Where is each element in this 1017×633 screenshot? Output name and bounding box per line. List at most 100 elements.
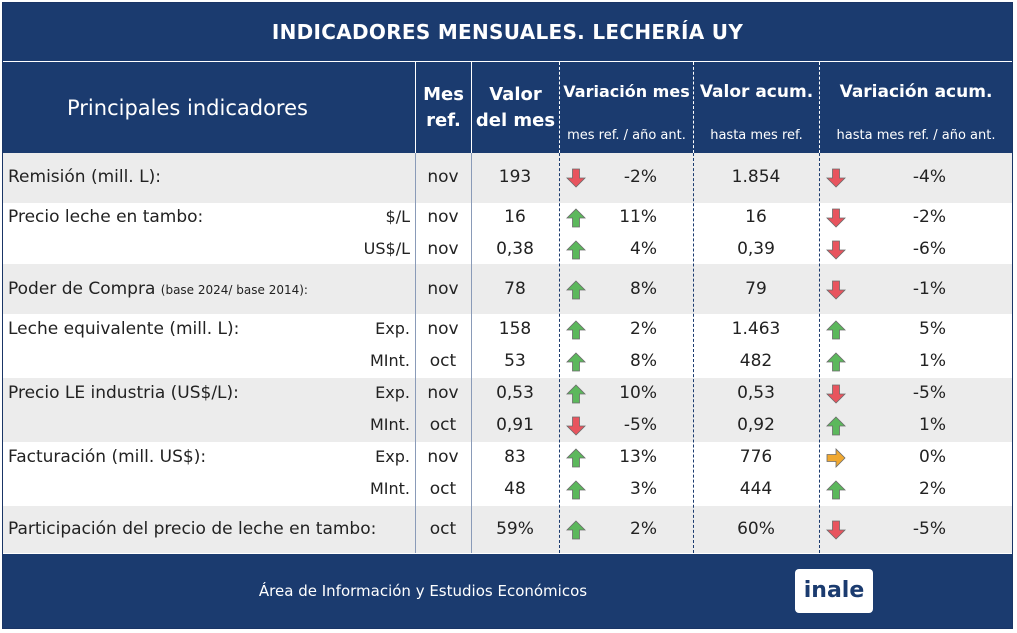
variacion-acum-cell: 1% <box>919 351 946 371</box>
variacion-mes-cell: 13% <box>619 447 657 467</box>
arrow-up-icon <box>826 352 846 372</box>
variacion-mes-cell: 2% <box>630 519 657 539</box>
row-label-text: Leche equivalente (mill. L): <box>8 319 240 339</box>
mes-ref-cell: oct <box>429 351 457 371</box>
row-sublabel: MInt. <box>369 351 410 370</box>
row-band <box>3 264 1012 314</box>
row-band <box>3 506 1012 553</box>
valor-mes-cell: 193 <box>498 167 532 187</box>
column-divider <box>559 153 560 553</box>
mes-ref-cell: oct <box>429 479 457 499</box>
column-divider <box>471 153 472 553</box>
valor-mes-cell: 78 <box>504 279 526 299</box>
arrow-right-icon <box>826 448 846 468</box>
header-variacion-acum: Variación acum. hasta mes ref. / año ant… <box>819 62 1012 153</box>
arrow-up-icon <box>826 480 846 500</box>
variacion-acum-cell: -4% <box>912 167 946 187</box>
row-label-text: Poder de Compra <box>8 279 161 299</box>
arrow-down-icon <box>826 168 846 188</box>
variacion-acum-cell: -2% <box>912 207 946 227</box>
mes-ref-cell: nov <box>427 279 459 299</box>
table-header: Principales indicadores Mes ref. Valor d… <box>3 62 1012 153</box>
valor-acum-cell: 60% <box>737 519 775 539</box>
valor-acum-cell: 0,53 <box>737 383 775 403</box>
variacion-mes-cell: 2% <box>630 319 657 339</box>
arrow-up-icon <box>566 384 586 404</box>
mes-ref-cell: oct <box>429 415 457 435</box>
mes-ref-cell: nov <box>427 447 459 467</box>
header-mes-ref: Mes ref. <box>415 62 471 153</box>
row-label-text: Remisión (mill. L): <box>8 167 161 187</box>
variacion-mes-cell: 8% <box>630 279 657 299</box>
valor-mes-cell: 158 <box>498 319 532 339</box>
arrow-down-icon <box>566 416 586 436</box>
arrow-up-icon <box>566 448 586 468</box>
row-label: Facturación (mill. US$): <box>8 447 206 467</box>
arrow-up-icon <box>566 480 586 500</box>
variacion-mes-cell: 4% <box>630 239 657 259</box>
header-variacion-acum-title: Variación acum. <box>839 82 993 102</box>
column-divider <box>415 153 416 553</box>
row-sublabel: MInt. <box>369 479 410 498</box>
variacion-mes-cell: 8% <box>630 351 657 371</box>
row-label: Remisión (mill. L): <box>8 167 161 187</box>
row-sublabel: Exp. <box>375 319 410 338</box>
mes-ref-cell: nov <box>427 239 459 259</box>
valor-mes-cell: 83 <box>504 447 526 467</box>
inale-logo: inale <box>795 569 873 613</box>
variacion-mes-cell: 10% <box>619 383 657 403</box>
header-variacion-mes-title: Variación mes <box>563 82 690 101</box>
valor-acum-cell: 1.854 <box>731 167 781 187</box>
valor-acum-cell: 776 <box>739 447 773 467</box>
row-sublabel: Exp. <box>375 383 410 402</box>
arrow-up-icon <box>566 280 586 300</box>
valor-mes-cell: 0,53 <box>496 383 534 403</box>
header-variacion-acum-sub: hasta mes ref. / año ant. <box>836 128 996 143</box>
header-variacion-mes: Variación mes mes ref. / año ant. <box>559 62 693 153</box>
mes-ref-cell: nov <box>427 167 459 187</box>
variacion-mes-cell: 3% <box>630 479 657 499</box>
arrow-down-icon <box>826 384 846 404</box>
table-body: Remisión (mill. L): nov 193 -2% 1.854 -4% Prec… <box>3 153 1012 553</box>
row-sublabel: $/L <box>385 207 410 226</box>
column-divider <box>693 153 694 553</box>
footer-text: Área de Información y Estudios Económico… <box>258 582 588 600</box>
header-valor-acum: Valor acum. hasta mes ref. <box>693 62 819 153</box>
valor-acum-cell: 482 <box>739 351 773 371</box>
valor-mes-cell: 16 <box>504 207 526 227</box>
row-label-text: Precio leche en tambo: <box>8 207 204 227</box>
mes-ref-cell: nov <box>427 319 459 339</box>
header-valor-acum-title: Valor acum. <box>699 82 814 102</box>
variacion-acum-cell: 5% <box>919 319 946 339</box>
arrow-down-icon <box>566 168 586 188</box>
page-title: INDICADORES MENSUALES. LECHERÍA UY <box>3 3 1012 62</box>
header-principales: Principales indicadores <box>67 95 308 120</box>
arrow-up-icon <box>566 352 586 372</box>
mes-ref-cell: nov <box>427 207 459 227</box>
header-valor-mes: Valor del mes <box>471 62 559 153</box>
variacion-acum-cell: 1% <box>919 415 946 435</box>
valor-mes-cell: 0,91 <box>496 415 534 435</box>
valor-mes-cell: 53 <box>504 351 526 371</box>
row-label: Leche equivalente (mill. L): <box>8 319 239 339</box>
row-label: Precio LE industria (US$/L): <box>8 383 239 403</box>
variacion-acum-cell: -6% <box>912 239 946 259</box>
arrow-up-icon <box>826 320 846 340</box>
valor-acum-cell: 0,92 <box>737 415 775 435</box>
arrow-up-icon <box>566 520 586 540</box>
arrow-up-icon <box>566 240 586 260</box>
row-label-text: Precio LE industria (US$/L): <box>8 383 239 403</box>
row-band <box>3 378 1012 442</box>
row-label: Precio leche en tambo: <box>8 207 203 227</box>
row-sublabel: US$/L <box>363 239 410 258</box>
row-label: Participación del precio de leche en tam… <box>8 519 376 539</box>
row-label-text: Facturación (mill. US$): <box>8 447 207 467</box>
arrow-up-icon <box>826 416 846 436</box>
variacion-acum-cell: -5% <box>912 383 946 403</box>
variacion-mes-cell: -2% <box>623 167 657 187</box>
arrow-up-icon <box>566 208 586 228</box>
row-label-note: (base 2024/ base 2014): <box>160 283 308 297</box>
variacion-mes-cell: 11% <box>619 207 657 227</box>
row-sublabel: MInt. <box>369 415 410 434</box>
